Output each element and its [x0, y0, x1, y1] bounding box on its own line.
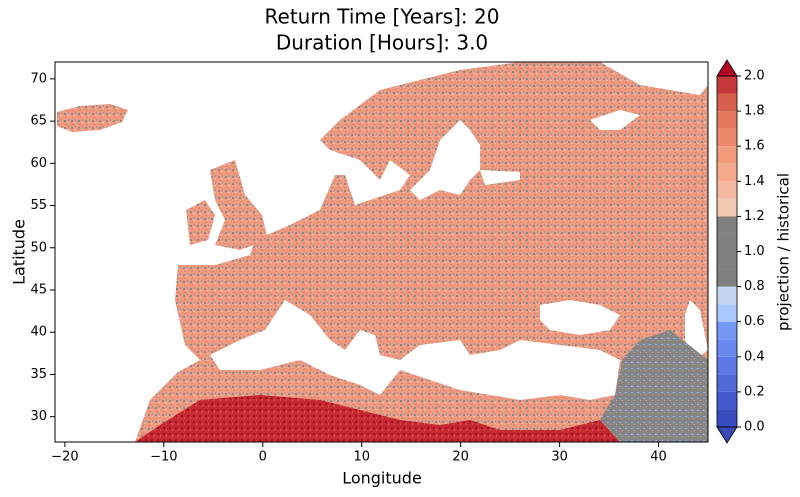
- y-tick-label: 65: [30, 114, 47, 129]
- colorbar-segment: [717, 198, 737, 217]
- colorbar-segment: [717, 111, 737, 129]
- grey-region: [600, 330, 708, 442]
- y-axis-label: Latitude: [10, 219, 29, 285]
- sea: [590, 110, 640, 130]
- colorbar-segment: [717, 181, 737, 199]
- colorbar-tick-label: 1.8: [744, 104, 765, 119]
- y-tick-label: 55: [30, 198, 47, 213]
- colorbar-segment: [717, 304, 737, 322]
- colorbar-segment: [717, 409, 737, 427]
- y-tick-label: 60: [30, 156, 47, 171]
- colorbar-tick-label: 2.0: [744, 69, 765, 84]
- sea: [210, 300, 620, 400]
- x-tick-label: 10: [353, 450, 370, 465]
- x-tick-label: −10: [150, 450, 177, 465]
- colorbar-segment: [717, 163, 737, 182]
- y-tick-label: 35: [30, 367, 47, 382]
- colorbar-tick-label: 0.8: [744, 279, 765, 294]
- colorbar-tick-label: 1.0: [744, 244, 765, 259]
- colorbar-segment: [717, 269, 737, 287]
- colorbar-segment: [717, 251, 737, 270]
- x-tick-label: 0: [259, 450, 267, 465]
- colorbar-segment: [717, 128, 737, 147]
- colorbar-label: projection / historical: [775, 173, 793, 331]
- land: [210, 160, 268, 250]
- x-tick-label: 30: [551, 450, 568, 465]
- colorbar-extend-low: [716, 426, 738, 444]
- colorbar-segment: [717, 356, 737, 375]
- land: [57, 104, 128, 132]
- y-tick-label: 30: [30, 409, 47, 424]
- colorbar-segment: [717, 286, 737, 305]
- y-tick-label: 70: [30, 71, 47, 86]
- colorbar-segment: [717, 233, 737, 252]
- colorbar-segment: [717, 321, 737, 340]
- sea: [410, 120, 480, 200]
- y-tick-label: 40: [30, 325, 47, 340]
- colorbar-tick-label: 1.2: [744, 209, 765, 224]
- x-tick-label: 20: [452, 450, 469, 465]
- chart-title: Return Time [Years]: 20: [265, 5, 500, 29]
- colorbar-tick-label: 1.4: [744, 174, 765, 189]
- colorbar-tick-label: 0.0: [744, 420, 765, 435]
- sea: [540, 300, 620, 335]
- y-tick-label: 50: [30, 240, 47, 255]
- colorbar-tick-label: 0.2: [744, 384, 765, 399]
- colorbar-segment: [717, 216, 737, 234]
- colorbar-segment: [717, 146, 737, 164]
- x-axis-label: Longitude: [342, 469, 422, 488]
- y-tick-label: 45: [30, 283, 47, 298]
- colorbar-segment: [717, 339, 737, 357]
- x-tick-label: −20: [51, 450, 78, 465]
- colorbar-tick-label: 0.4: [744, 349, 765, 364]
- colorbar-segment: [717, 93, 737, 112]
- land: [186, 200, 215, 245]
- map-field: [57, 62, 708, 442]
- sea: [685, 300, 708, 360]
- colorbar-tick-label: 1.6: [744, 139, 765, 154]
- colorbar-extend-high: [716, 59, 738, 77]
- colorbar-segment: [717, 374, 737, 392]
- colorbar-segment: [717, 391, 737, 410]
- plot-frame: [54, 61, 709, 443]
- colorbar-tick-label: 0.6: [744, 314, 765, 329]
- x-tick-label: 40: [650, 450, 667, 465]
- colorbar-segment: [717, 76, 737, 94]
- sea: [480, 170, 520, 185]
- chart-title: Duration [Hours]: 3.0: [276, 31, 488, 55]
- hot-region: [135, 395, 620, 442]
